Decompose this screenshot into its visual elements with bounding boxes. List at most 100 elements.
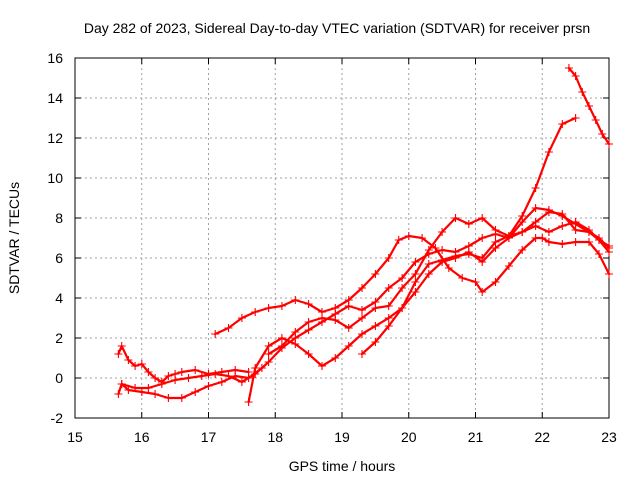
data-point xyxy=(358,306,366,314)
data-point xyxy=(458,274,467,282)
data-point xyxy=(585,238,593,246)
data-point xyxy=(585,102,593,110)
data-point xyxy=(331,316,340,324)
series-track-2 xyxy=(114,364,266,402)
data-point xyxy=(331,304,340,312)
data-point xyxy=(598,130,607,138)
x-tick-label: 23 xyxy=(601,429,617,445)
data-point xyxy=(318,314,326,322)
data-point xyxy=(211,330,220,338)
data-point xyxy=(595,250,603,258)
y-tick-label: 6 xyxy=(55,250,63,266)
data-point xyxy=(114,350,123,358)
data-point xyxy=(504,232,513,240)
data-point xyxy=(384,284,393,292)
data-point xyxy=(237,378,246,386)
x-tick-label: 15 xyxy=(67,429,83,445)
data-point xyxy=(157,380,166,388)
data-point xyxy=(384,302,393,310)
data-point xyxy=(424,270,433,278)
data-point xyxy=(591,116,600,124)
data-point xyxy=(371,304,380,312)
data-point xyxy=(251,308,260,316)
data-point xyxy=(384,322,393,330)
data-point xyxy=(191,388,200,396)
series-track-4 xyxy=(211,232,613,338)
data-point xyxy=(578,88,587,96)
data-point xyxy=(411,278,420,286)
data-point xyxy=(151,390,160,398)
data-point xyxy=(304,300,313,308)
data-point xyxy=(124,386,133,394)
data-point xyxy=(131,384,140,392)
data-point xyxy=(558,222,567,230)
data-point xyxy=(114,390,123,398)
data-point xyxy=(164,372,173,380)
data-point xyxy=(544,238,553,246)
x-tick-label: 20 xyxy=(401,429,417,445)
y-tick-label: 0 xyxy=(55,370,63,386)
data-point xyxy=(531,234,540,242)
data-point xyxy=(331,354,340,362)
data-point xyxy=(605,140,613,148)
data-point xyxy=(264,350,273,358)
data-point xyxy=(204,382,213,390)
data-point xyxy=(411,288,420,296)
data-point xyxy=(411,258,420,266)
data-point xyxy=(151,374,160,382)
data-point xyxy=(291,296,300,304)
data-point xyxy=(358,284,366,292)
y-tick-label: -2 xyxy=(51,410,64,426)
series-track-6 xyxy=(264,114,580,358)
data-point xyxy=(585,228,593,236)
data-point xyxy=(478,234,487,242)
series-track-8 xyxy=(564,64,613,148)
data-point xyxy=(451,252,460,260)
data-point xyxy=(371,338,380,346)
data-point xyxy=(177,368,186,376)
data-point xyxy=(177,394,186,402)
data-point xyxy=(605,244,613,252)
data-point xyxy=(558,210,567,218)
data-point xyxy=(224,324,233,332)
data-point xyxy=(491,238,500,246)
data-point xyxy=(438,246,447,254)
data-point xyxy=(384,314,393,322)
data-point xyxy=(344,324,353,332)
data-point xyxy=(124,356,133,364)
data-point xyxy=(411,270,420,278)
data-point xyxy=(478,254,487,262)
data-point xyxy=(224,372,233,380)
data-point xyxy=(137,388,146,396)
data-point xyxy=(451,214,460,222)
data-point xyxy=(264,358,273,366)
data-point xyxy=(504,262,513,270)
data-point xyxy=(277,342,286,350)
y-tick-label: 16 xyxy=(47,50,63,66)
data-point xyxy=(404,232,413,240)
data-point xyxy=(197,372,206,380)
data-point xyxy=(424,260,433,268)
data-point xyxy=(531,204,540,212)
data-point xyxy=(164,394,173,402)
data-point xyxy=(518,246,527,254)
y-tick-label: 14 xyxy=(47,90,63,106)
data-point xyxy=(558,120,567,128)
data-point xyxy=(244,398,253,406)
data-point xyxy=(478,288,487,296)
data-point xyxy=(318,362,326,370)
data-point xyxy=(438,228,447,236)
data-point xyxy=(491,226,500,234)
data-point xyxy=(304,318,313,326)
axis-ticks: 15 16 17 18 19 20 21 22 23 -2 0 2 4 6 8 10 12 14 16 xyxy=(47,50,617,445)
y-tick-label: 10 xyxy=(47,170,63,186)
data-point xyxy=(464,250,473,258)
data-point xyxy=(291,340,300,348)
data-point xyxy=(464,220,473,228)
data-point xyxy=(538,234,547,242)
y-axis-label: SDTVAR / TECUs xyxy=(6,182,22,294)
data-point xyxy=(211,370,220,378)
data-point xyxy=(344,342,353,350)
data-point xyxy=(358,314,366,322)
data-point xyxy=(394,236,403,244)
